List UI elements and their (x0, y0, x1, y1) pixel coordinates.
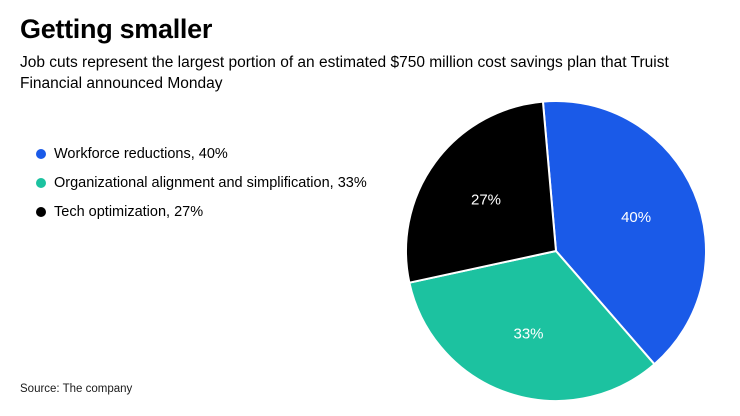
legend-item-2: Tech optimization, 27% (36, 204, 367, 220)
legend-dot-icon (36, 207, 46, 217)
slice-data-label-0: 40% (621, 209, 651, 226)
legend-dot-icon (36, 178, 46, 188)
chart-title: Getting smaller (20, 14, 213, 44)
pie-slice-0 (541, 100, 707, 366)
legend-item-1: Organizational alignment and simplificat… (36, 175, 367, 191)
chart-subtitle: Job cuts represent the largest portion o… (20, 54, 669, 92)
legend-label: Workforce reductions, 40% (54, 146, 228, 162)
legend-label: Tech optimization, 27% (54, 204, 204, 220)
legend-item-0: Workforce reductions, 40% (36, 146, 367, 162)
pie-slice-1 (408, 250, 656, 402)
pie-svg: 40% 33% 27% (405, 100, 707, 402)
pie-slice-2 (405, 100, 557, 284)
slice-data-label-2: 27% (471, 191, 501, 208)
pie-chart: 40% 33% 27% (401, 96, 711, 406)
slice-data-label-1: 33% (513, 326, 543, 343)
legend: Workforce reductions, 40% Organizational … (36, 146, 367, 220)
legend-label: Organizational alignment and simplificat… (54, 175, 367, 191)
legend-dot-icon (36, 149, 46, 159)
source-note: Source: The company (20, 383, 133, 395)
